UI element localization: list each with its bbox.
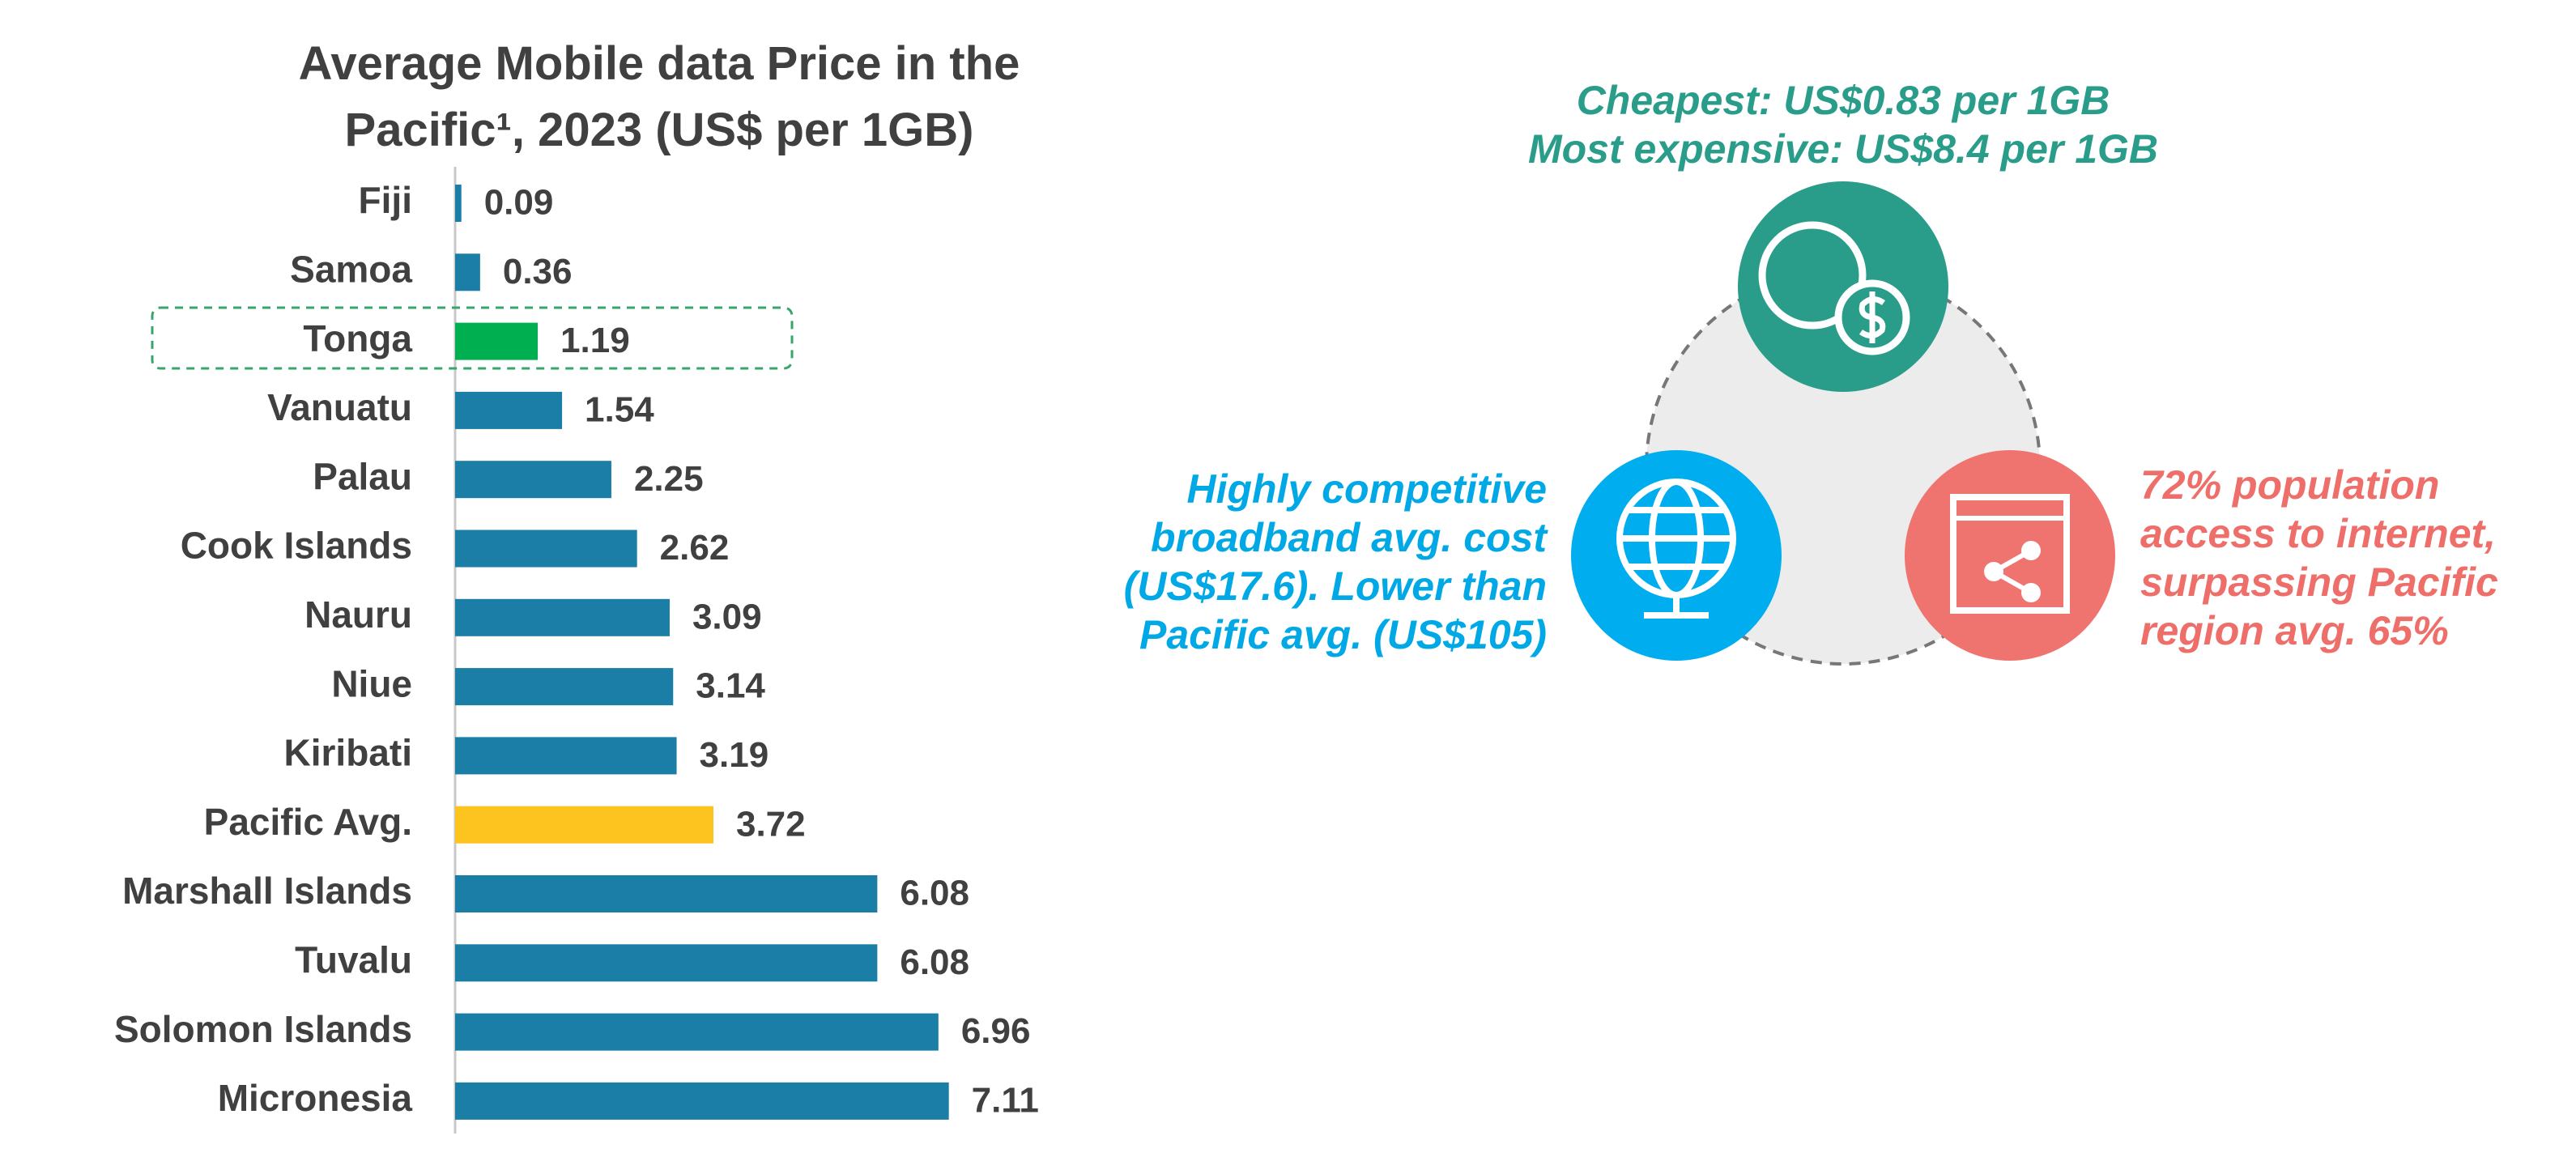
- value-label: 3.09: [692, 597, 762, 636]
- dollar-sign: [1859, 291, 1886, 343]
- category-label: Marshall Islands: [122, 870, 412, 912]
- bar: [455, 391, 563, 429]
- top-text: Cheapest: US$0.83 per 1GB: [1577, 78, 2110, 123]
- bar: [455, 806, 713, 844]
- right-text: 72% population: [2140, 462, 2439, 508]
- right-text: access to internet,: [2140, 511, 2496, 556]
- value-label: 6.96: [961, 1011, 1031, 1051]
- left-text: Pacific avg. (US$105): [1139, 612, 1547, 657]
- category-label: Cook Islands: [181, 525, 412, 567]
- icon-circle: [1738, 181, 1948, 392]
- category-label: Nauru: [304, 593, 412, 636]
- clock-hands: [1790, 243, 1816, 304]
- value-label: 0.36: [503, 252, 573, 291]
- clock-icon: [1758, 221, 1867, 330]
- chart-title: Average Mobile data Price in the Pacific…: [298, 37, 1020, 156]
- value-label: 6.08: [900, 942, 969, 982]
- category-label: Tonga: [303, 317, 412, 359]
- value-label: 1.19: [560, 321, 630, 360]
- category-label: Samoa: [290, 248, 412, 290]
- share-icon: [1950, 494, 2070, 614]
- bar: [455, 185, 462, 222]
- bar: [455, 461, 611, 499]
- left-text: (US$17.6). Lower than: [1124, 564, 1547, 609]
- bar: [455, 944, 878, 982]
- category-label: Niue: [331, 662, 412, 704]
- category-label: Micronesia: [218, 1077, 413, 1119]
- bar: [455, 598, 670, 636]
- value-label: 1.54: [585, 390, 654, 430]
- globe-icon: [1616, 479, 1736, 619]
- icon-circle: [1571, 450, 1782, 661]
- right-text: surpassing Pacific: [2140, 559, 2498, 605]
- value-label: 3.19: [700, 735, 769, 775]
- value-label: 2.62: [660, 528, 730, 568]
- bar: [455, 668, 674, 706]
- right-text: region avg. 65%: [2140, 608, 2449, 653]
- bar: [455, 322, 539, 360]
- value-label: 6.08: [900, 874, 969, 913]
- category-label: Solomon Islands: [114, 1008, 412, 1050]
- value-label: 7.11: [972, 1081, 1039, 1121]
- bar: [455, 1013, 939, 1051]
- category-label: Fiji: [359, 179, 412, 221]
- left-text: broadband avg. cost: [1151, 515, 1548, 560]
- category-label: Tuvalu: [295, 938, 412, 980]
- bar: [455, 253, 480, 291]
- icon-circle: [1905, 450, 2115, 661]
- bar: [455, 530, 637, 568]
- category-label: Kiribati: [284, 732, 412, 774]
- left-text: Highly competitive: [1186, 466, 1547, 512]
- value-label: 3.14: [696, 666, 765, 706]
- value-label: 2.25: [634, 459, 704, 499]
- highlight-box: [151, 306, 794, 370]
- value-label: 3.72: [736, 804, 806, 844]
- bar: [455, 875, 878, 912]
- category-label: Pacific Avg.: [204, 801, 412, 843]
- bar: [455, 1082, 949, 1120]
- category-label: Vanuatu: [267, 386, 412, 428]
- value-label: 0.09: [484, 183, 554, 223]
- bar: [455, 737, 677, 775]
- category-label: Palau: [313, 455, 412, 497]
- infographic: [1571, 181, 2115, 666]
- top-text: Most expensive: US$8.4 per 1GB: [1528, 126, 2158, 172]
